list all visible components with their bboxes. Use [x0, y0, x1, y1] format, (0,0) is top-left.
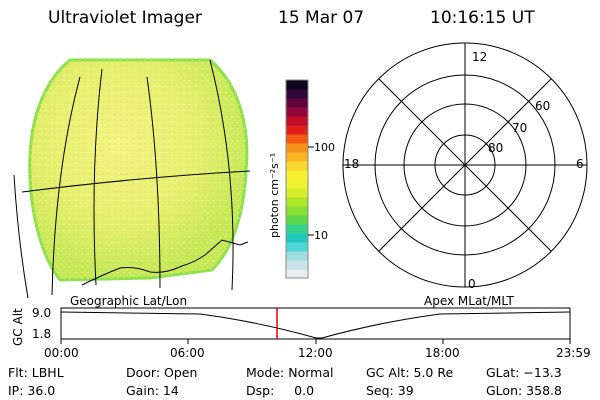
colorbar-cell — [286, 233, 308, 243]
timeline-axis-title: GC Alt — [11, 308, 25, 346]
status-door: Door: Open — [126, 365, 198, 380]
timeline-tick-1800: 18:00 — [425, 346, 460, 360]
colorbar-cell — [286, 260, 308, 270]
status-gain: Gain: 14 — [126, 383, 179, 398]
colorbar-cell — [286, 206, 308, 216]
colorbar-cell — [286, 143, 308, 153]
colorbar-cell — [286, 98, 308, 108]
mlat-70-label: 70 — [512, 121, 527, 135]
mlat-60-label: 60 — [535, 99, 550, 113]
colorbar-cell — [286, 152, 308, 162]
latlon-grid — [13, 59, 251, 299]
polar-plot: 12 18 6 0 60 70 80 — [342, 42, 588, 291]
status-glon: GLon: 358.8 — [486, 383, 562, 398]
colorbar-cell — [286, 215, 308, 225]
colorbar-cell — [286, 242, 308, 252]
colorbar-unit-label: photon cm⁻²s⁻¹ — [268, 153, 281, 238]
colorbar-cell — [286, 134, 308, 144]
mlat-80-label: 80 — [488, 141, 503, 155]
timeline-tick-1200: 12:00 — [298, 346, 333, 360]
colorbar-cell — [286, 269, 308, 279]
colorbar-tick-10: 10 — [314, 229, 328, 242]
gc-alt-curve — [60, 311, 571, 339]
status-filter: Flt: LBHL — [8, 365, 64, 380]
mlt-0-label: 0 — [468, 277, 476, 291]
status-gc-alt: GC Alt: 5.0 Re — [366, 365, 454, 380]
colorbar-cell — [286, 89, 308, 99]
right-panel-caption: Apex MLat/MLT — [424, 294, 514, 308]
timeline-tick-0000: 00:00 — [44, 346, 79, 360]
gc-alt-timeline: GC Alt 9.0 1.8 — [11, 306, 571, 346]
status-seq: Seq: 39 — [366, 383, 414, 398]
colorbar: 100 10 photon cm⁻²s⁻¹ — [268, 79, 335, 279]
colorbar-cell — [286, 170, 308, 180]
colorbar-cell — [286, 251, 308, 261]
left-panel-caption: Geographic Lat/Lon — [70, 294, 188, 308]
colorbar-cell — [286, 197, 308, 207]
instrument-title: Ultraviolet Imager — [48, 8, 202, 28]
geographic-image — [13, 58, 251, 299]
coastline — [81, 239, 249, 286]
colorbar-cell — [286, 116, 308, 126]
status-dsp: Dsp: 0.0 — [246, 383, 315, 398]
colorbar-cells — [286, 80, 308, 279]
polar-grid — [342, 42, 588, 288]
colorbar-cell — [286, 125, 308, 135]
colorbar-cell — [286, 80, 308, 90]
status-ip: IP: 36.0 — [8, 383, 56, 398]
colorbar-cell — [286, 107, 308, 117]
colorbar-tick-100: 100 — [314, 141, 335, 154]
colorbar-cell — [286, 224, 308, 234]
date-label: 15 Mar 07 — [278, 8, 365, 28]
timeline-y-bottom: 1.8 — [32, 327, 51, 341]
timeline-tick-0600: 06:00 — [170, 346, 205, 360]
colorbar-cell — [286, 179, 308, 189]
time-label: 10:16:15 UT — [430, 8, 535, 28]
status-mode: Mode: Normal — [246, 365, 334, 380]
colorbar-cell — [286, 188, 308, 198]
timeline-tick-2359: 23:59 — [556, 346, 591, 360]
mlt-6-label: 6 — [576, 157, 584, 171]
mlt-12-label: 12 — [472, 50, 487, 64]
status-glat: GLat: −13.3 — [486, 365, 562, 380]
mlt-18-label: 18 — [344, 157, 359, 171]
timeline-y-top: 9.0 — [32, 306, 51, 320]
colorbar-cell — [286, 161, 308, 171]
